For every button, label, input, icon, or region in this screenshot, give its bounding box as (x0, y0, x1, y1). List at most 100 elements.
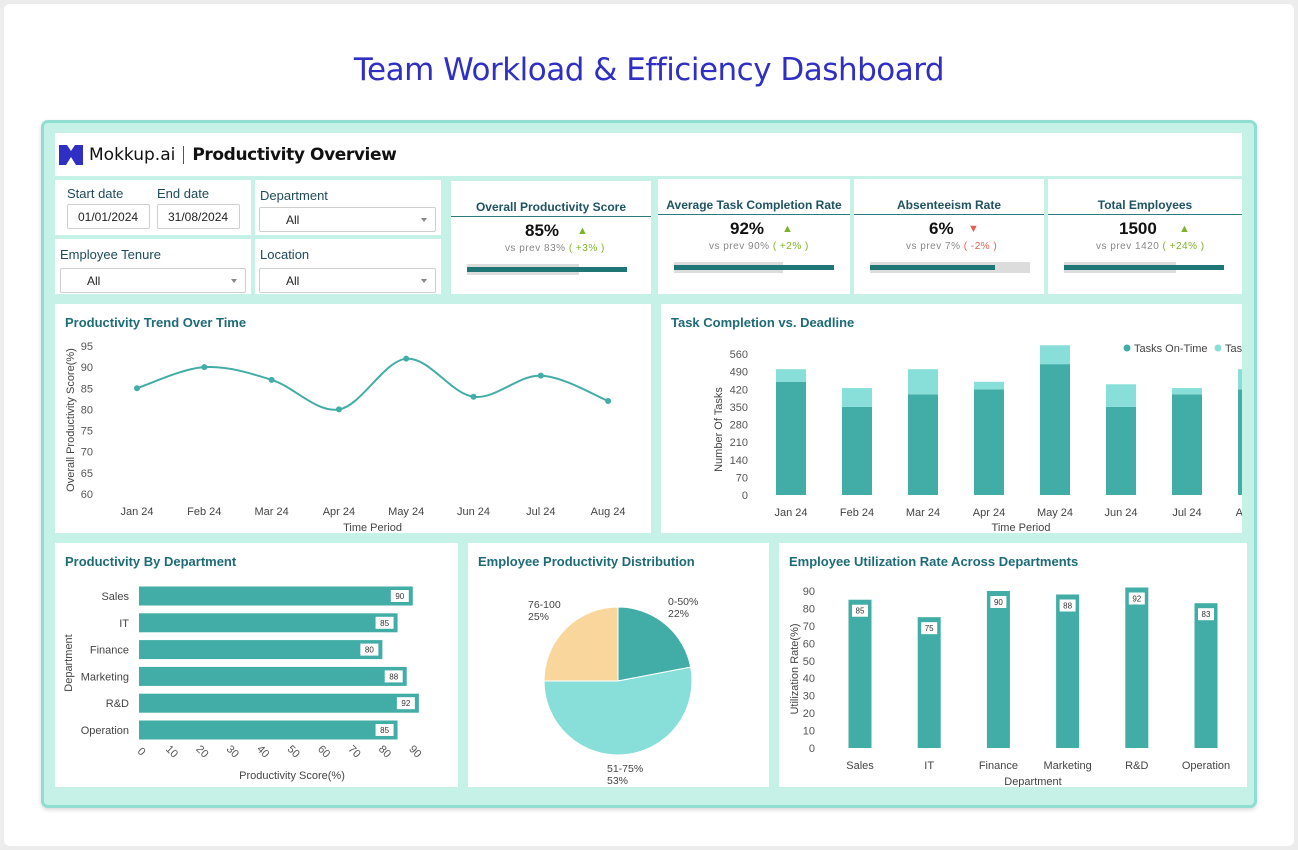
bar-late (1172, 388, 1202, 395)
slice-percent: 53% (607, 775, 628, 787)
kpi-prev: vs prev 90% (709, 241, 770, 252)
pie-slice (543, 606, 619, 682)
data-label: 92 (1132, 595, 1141, 604)
location-filter-panel: Location All (255, 239, 441, 294)
department-select[interactable]: All (259, 207, 436, 232)
end-date-input[interactable]: 31/08/2024 (157, 204, 240, 229)
utilization-bar (1056, 594, 1080, 748)
kpi-comparison: vs prev 83% ( +3% ) (505, 243, 605, 254)
department-bar (139, 720, 398, 740)
bar-late (842, 388, 872, 407)
data-point (134, 385, 140, 392)
dashboard-title: Team Workload & Efficiency Dashboard (353, 52, 945, 88)
kpi-prev: vs prev 1420 (1096, 241, 1160, 252)
y-tick-label: 420 (730, 384, 748, 396)
x-tick-label: IT (924, 760, 934, 772)
x-tick-label: Jan 24 (120, 506, 153, 518)
utilization-bar (1194, 603, 1218, 748)
y-tick-label: Finance (90, 645, 129, 657)
y-axis-title: Overall Productivity Score(%) (65, 348, 77, 492)
kpi-divider (451, 216, 651, 217)
productivity-distribution-panel: Employee Productivity Distribution 0-50%… (468, 543, 769, 787)
data-label: 88 (389, 672, 398, 681)
x-tick-label: Jul 24 (1172, 507, 1201, 519)
bar-on-time (842, 406, 872, 495)
x-tick-label: Apr 24 (323, 506, 355, 518)
x-tick-label: Sales (846, 760, 874, 772)
kpi-comparison: vs prev 1420 ( +24% ) (1096, 241, 1205, 252)
kpi-value: 6% (929, 219, 954, 238)
x-tick-label: 50 (285, 743, 302, 760)
tenure-label: Employee Tenure (60, 247, 161, 262)
data-label: 90 (994, 598, 1003, 607)
data-label: 80 (365, 646, 374, 655)
y-tick-label: 85 (81, 383, 93, 395)
x-tick-label: Marketing (1043, 760, 1091, 772)
x-tick-label: 70 (345, 743, 362, 760)
x-axis-title: Productivity Score(%) (239, 770, 345, 782)
slice-label: 76-100 (528, 599, 561, 611)
y-tick-label: 50 (803, 656, 815, 668)
y-tick-label: 90 (803, 586, 815, 598)
chart-title: Employee Productivity Distribution (478, 554, 695, 569)
x-axis-title: Time Period (992, 522, 1051, 533)
data-label-box (1059, 599, 1076, 612)
slice-percent: 22% (668, 608, 689, 620)
legend-swatch-on-time (1123, 344, 1131, 352)
kpi-divider (854, 214, 1044, 215)
kpi-prev: vs prev 7% (906, 241, 961, 252)
y-tick-label: 90 (81, 362, 93, 374)
bar-on-time (908, 394, 938, 495)
task-completion-panel: Task Completion vs. Deadline 0 70 140 210 28… (661, 304, 1242, 533)
productivity-trend-chart: 60 65 70 75 80 85 90 95 Jan 24 Feb 24 Mar 24 Apr 24… (65, 341, 626, 533)
kpi-change: ( +2% ) (772, 241, 809, 252)
legend-label: Tasks Late (1225, 343, 1242, 355)
data-label-box (852, 604, 868, 617)
slice-label: 0-50% (668, 596, 698, 608)
productivity-by-department-chart: Sales 90 IT 85 Finance 80 Marketing 88 R&D 92 Oper… (63, 586, 423, 782)
utilization-bar (917, 617, 941, 748)
start-date-input[interactable]: 01/01/2024 (67, 204, 150, 229)
x-tick-label: 60 (315, 743, 332, 760)
y-axis-title: Department (63, 634, 75, 691)
bar-late (908, 369, 938, 395)
x-tick-label: R&D (1125, 760, 1148, 772)
y-tick-label: Operation (81, 725, 129, 737)
legend-label: Tasks On-Time (1134, 343, 1208, 355)
data-label-box (1128, 592, 1145, 605)
y-tick-label: 75 (81, 426, 93, 438)
y-tick-label: 490 (730, 367, 748, 379)
utilization-bar (986, 591, 1010, 748)
data-label-box (990, 596, 1007, 608)
location-select[interactable]: All (259, 268, 436, 293)
department-value: All (286, 212, 300, 227)
chart-title: Task Completion vs. Deadline (671, 315, 855, 330)
bar-late (1238, 369, 1242, 390)
tenure-select[interactable]: All (60, 268, 246, 293)
kpi-card-employees: Total Employees 1500 ▲ vs prev 1420 ( +2… (1048, 179, 1242, 294)
data-label-box (390, 590, 409, 602)
bar-late (1106, 384, 1136, 407)
y-tick-label: 350 (730, 402, 748, 414)
data-point (268, 376, 275, 383)
kpi-change: ( +3% ) (568, 243, 605, 254)
end-date-label: End date (157, 186, 210, 201)
y-tick-label: 40 (803, 673, 815, 685)
dashboard-frame: Mokkup.ai Productivity Overview Start da… (41, 120, 1257, 808)
kpi-prev: vs prev 83% (505, 243, 566, 254)
data-point (201, 364, 208, 371)
data-label-box (375, 724, 394, 736)
kpi-divider (658, 214, 850, 215)
x-tick-label: Feb 24 (187, 506, 221, 518)
header-title: Productivity Overview (192, 144, 397, 165)
data-label: 92 (401, 699, 410, 708)
utilization-bar (1125, 587, 1149, 748)
bar-on-time (776, 381, 806, 495)
kpi-current-bar (870, 265, 995, 270)
bar-late (1040, 345, 1070, 365)
x-tick-label: Mar 24 (906, 507, 940, 519)
x-tick-label: Finance (979, 760, 1018, 772)
y-tick-label: 65 (81, 468, 93, 480)
mokkup-logo-icon (59, 144, 83, 165)
data-label: 85 (856, 607, 865, 616)
